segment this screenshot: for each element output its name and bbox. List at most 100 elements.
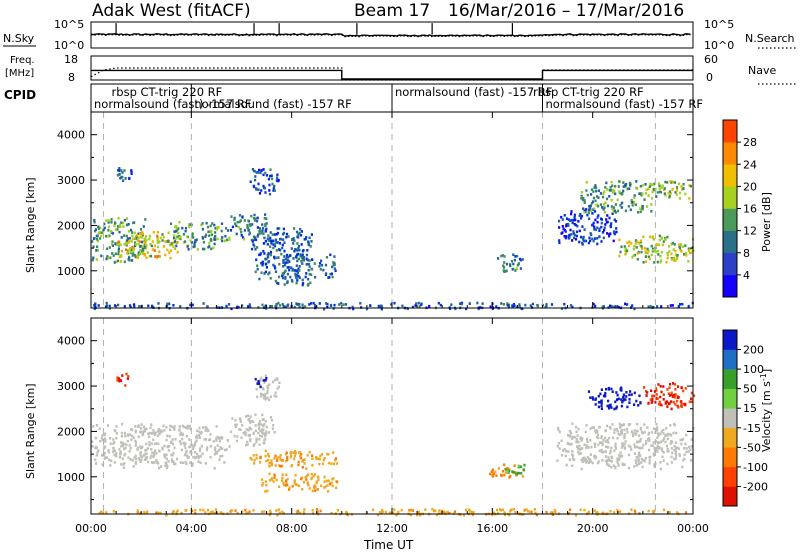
- velocity-cell: [303, 458, 306, 461]
- power-cell: [580, 241, 584, 245]
- power-cell: [120, 236, 123, 239]
- velocity-cell: [123, 454, 126, 457]
- power-cell: [586, 213, 589, 217]
- velocity-cell: [236, 435, 239, 438]
- power-cell: [311, 258, 314, 261]
- velocity-cell: [438, 509, 441, 512]
- power-cell: [420, 303, 423, 307]
- velocity-cell: [636, 422, 639, 426]
- power-cell: [579, 235, 583, 239]
- velocity-cell: [185, 462, 188, 466]
- velocity-cell: [206, 446, 209, 449]
- power-cell: [93, 220, 96, 224]
- velocity-cell: [152, 429, 155, 432]
- power-cell: [593, 225, 596, 229]
- velocity-cell: [332, 462, 335, 466]
- power-cell: [133, 244, 137, 248]
- velocity-cell: [189, 427, 192, 431]
- velocity-cell: [185, 508, 188, 512]
- velocity-cell: [400, 508, 403, 512]
- velocity-cell: [112, 450, 115, 453]
- velocity-cell: [629, 390, 632, 393]
- power-cell: [164, 253, 167, 257]
- velocity-cell: [163, 429, 166, 432]
- velocity-cell: [330, 511, 333, 515]
- power-cell: [233, 216, 236, 220]
- power-cell: [318, 265, 321, 268]
- power-cell: [136, 256, 139, 259]
- velocity-cell: [556, 459, 559, 462]
- power-cell: [595, 203, 598, 207]
- velocity-cell: [495, 474, 498, 477]
- velocity-cell: [278, 455, 281, 459]
- velocity-cell: [569, 431, 573, 434]
- velocity-cell: [659, 467, 662, 471]
- power-colorbar-tick-label: 16: [743, 203, 757, 216]
- power-cell: [273, 244, 277, 248]
- power-cell: [664, 180, 667, 184]
- velocity-cell: [140, 427, 143, 430]
- power-cell: [277, 282, 280, 285]
- time-axis-label: Time UT: [363, 538, 414, 552]
- power-cell: [681, 302, 684, 306]
- velocity-cell: [606, 424, 609, 428]
- power-cell: [117, 250, 120, 253]
- power-cell: [598, 229, 601, 232]
- power-cell: [545, 303, 548, 306]
- power-cell: [644, 260, 648, 263]
- velocity-cell: [645, 440, 648, 443]
- velocity-cell: [682, 402, 685, 406]
- power-cell: [128, 237, 131, 240]
- power-cell: [627, 244, 631, 248]
- power-cell: [567, 222, 570, 226]
- velocity-cell: [269, 478, 272, 482]
- power-cell: [173, 230, 176, 233]
- power-cell: [626, 241, 629, 244]
- velocity-cell: [690, 438, 693, 441]
- velocity-cell: [623, 436, 626, 440]
- velocity-cell: [285, 459, 288, 463]
- power-cell: [633, 194, 636, 197]
- velocity-cell: [332, 451, 335, 454]
- velocity-cell: [549, 511, 553, 514]
- velocity-cell: [314, 485, 317, 489]
- velocity-cell: [204, 438, 207, 441]
- power-cell: [679, 243, 682, 246]
- velocity-cell: [259, 376, 262, 380]
- velocity-cell: [207, 429, 210, 433]
- velocity-cell: [335, 486, 338, 490]
- power-cell: [293, 239, 296, 242]
- velocity-cell: [250, 458, 253, 461]
- velocity-cell: [143, 511, 146, 514]
- power-cell: [114, 228, 117, 231]
- velocity-cell: [640, 461, 643, 464]
- power-cell: [121, 171, 124, 174]
- power-cell: [297, 267, 300, 271]
- power-cell: [254, 175, 257, 178]
- power-cell: [633, 200, 636, 204]
- power-cell: [256, 226, 259, 229]
- power-cell: [282, 265, 285, 268]
- power-cell: [264, 239, 267, 243]
- power-cell: [220, 229, 223, 233]
- velocity-cell: [633, 443, 636, 446]
- power-cell: [151, 304, 154, 308]
- velocity-cell: [594, 431, 597, 434]
- power-cell: [662, 240, 665, 243]
- velocity-cell: [243, 431, 247, 434]
- velocity-cell: [634, 459, 637, 462]
- velocity-cell: [608, 405, 611, 408]
- power-cell: [688, 197, 691, 200]
- power-cell: [614, 185, 617, 188]
- velocity-cell: [185, 435, 188, 438]
- power-cell: [288, 268, 291, 272]
- velocity-cell: [434, 509, 437, 513]
- velocity-cell: [305, 467, 308, 470]
- velocity-cell: [666, 462, 669, 466]
- power-cell: [128, 304, 132, 307]
- velocity-cell: [181, 432, 184, 436]
- power-cell: [659, 259, 663, 262]
- power-cell: [390, 303, 393, 306]
- velocity-cell: [448, 511, 451, 515]
- velocity-cell: [600, 399, 603, 403]
